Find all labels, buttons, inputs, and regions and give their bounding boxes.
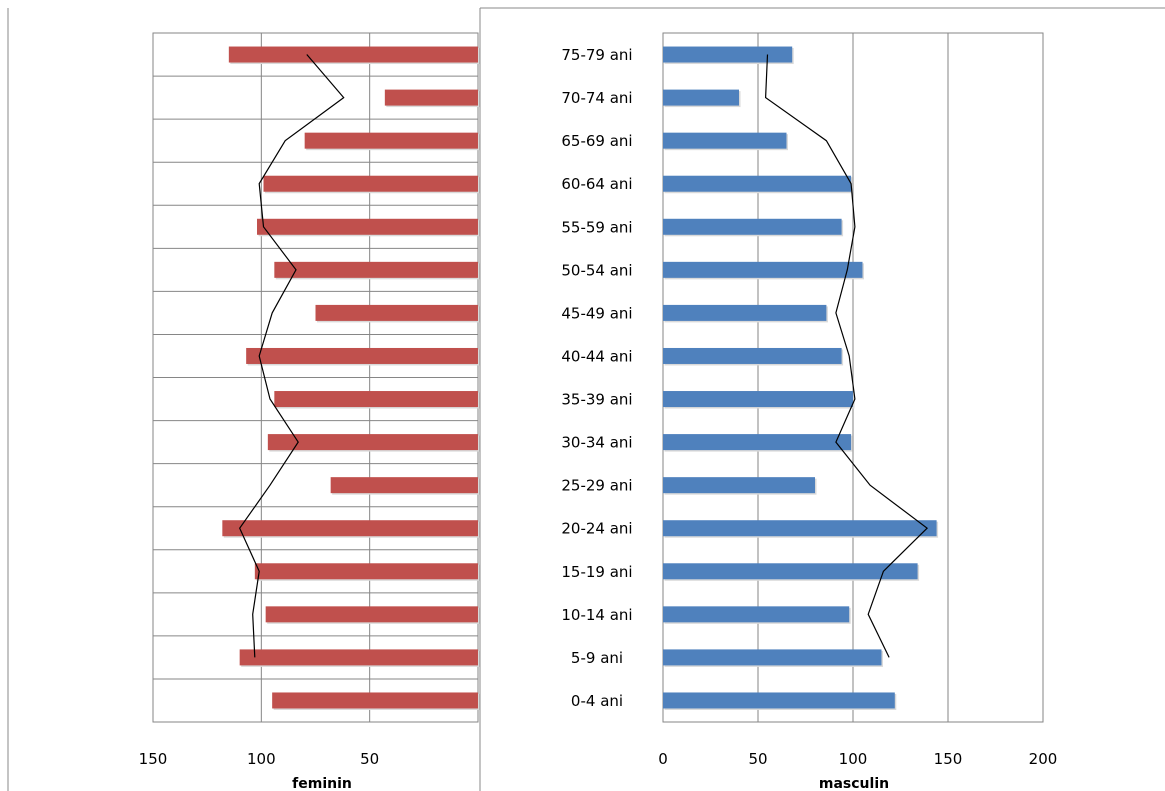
male-line-series bbox=[764, 54, 929, 658]
category-label: 50-54 ani bbox=[561, 261, 632, 279]
male-bar bbox=[663, 347, 842, 364]
category-label: 55-59 ani bbox=[561, 218, 632, 236]
category-label: 20-24 ani bbox=[561, 520, 632, 538]
female-bar bbox=[228, 46, 478, 63]
male-bar bbox=[663, 692, 895, 709]
female-bar bbox=[384, 89, 478, 106]
category-label: 40-44 ani bbox=[561, 347, 632, 365]
category-label: 5-9 ani bbox=[571, 649, 623, 667]
female-x-tick-label: 100 bbox=[247, 750, 276, 768]
male-bar bbox=[663, 563, 918, 580]
category-label: 0-4 ani bbox=[571, 692, 623, 710]
male-x-tick-label: 50 bbox=[748, 750, 767, 768]
male-bar bbox=[663, 304, 827, 321]
category-label: 45-49 ani bbox=[561, 304, 632, 322]
female-bar bbox=[254, 563, 478, 580]
category-label: 35-39 ani bbox=[561, 391, 632, 409]
male-bar bbox=[663, 520, 937, 537]
age-group-labels: 0-4 ani 5-9 ani 10-14 ani 15-19 ani 20-24 an… bbox=[561, 46, 632, 710]
female-bar bbox=[246, 347, 478, 364]
category-label: 70-74 ani bbox=[561, 89, 632, 107]
female-bar bbox=[263, 175, 478, 192]
female-bar bbox=[330, 477, 478, 494]
female-bar bbox=[274, 391, 478, 408]
category-label: 65-69 ani bbox=[561, 132, 632, 150]
male-bar bbox=[663, 261, 863, 278]
female-x-tick-label: 50 bbox=[360, 750, 379, 768]
male-bar bbox=[663, 89, 739, 106]
category-label: 30-34 ani bbox=[561, 434, 632, 452]
male-x-tick-label: 200 bbox=[1029, 750, 1058, 768]
male-x-tick-label: 150 bbox=[934, 750, 963, 768]
female-x-tick-label: 150 bbox=[139, 750, 168, 768]
male-bar bbox=[663, 477, 815, 494]
male-bar bbox=[663, 391, 853, 408]
male-x-tick-label: 0 bbox=[658, 750, 668, 768]
male-chart-panel: 0 50 100 150 200 bbox=[658, 32, 1058, 768]
category-label: 25-29 ani bbox=[561, 477, 632, 495]
female-axis-title: feminin bbox=[292, 776, 352, 791]
female-bar bbox=[257, 218, 478, 235]
male-bar bbox=[663, 434, 852, 451]
male-axis-title: masculin bbox=[819, 776, 889, 791]
female-bar bbox=[267, 434, 478, 451]
female-bar bbox=[265, 606, 478, 623]
male-bar bbox=[663, 132, 787, 149]
male-bar bbox=[663, 175, 852, 192]
female-chart-panel: 150 100 50 bbox=[139, 32, 480, 768]
female-bar bbox=[222, 520, 478, 537]
category-label: 60-64 ani bbox=[561, 175, 632, 193]
male-bar bbox=[663, 218, 842, 235]
category-label: 75-79 ani bbox=[561, 46, 632, 64]
male-bar bbox=[663, 606, 850, 623]
female-bar bbox=[315, 304, 478, 321]
male-bar bbox=[663, 649, 882, 666]
female-bar bbox=[239, 649, 478, 666]
female-bar bbox=[274, 261, 478, 278]
male-bar bbox=[663, 46, 793, 63]
category-label: 10-14 ani bbox=[561, 606, 632, 624]
female-bar bbox=[304, 132, 478, 149]
category-label: 15-19 ani bbox=[561, 563, 632, 581]
female-bar bbox=[272, 692, 478, 709]
female-line-series bbox=[239, 54, 345, 658]
male-x-tick-label: 100 bbox=[839, 750, 868, 768]
